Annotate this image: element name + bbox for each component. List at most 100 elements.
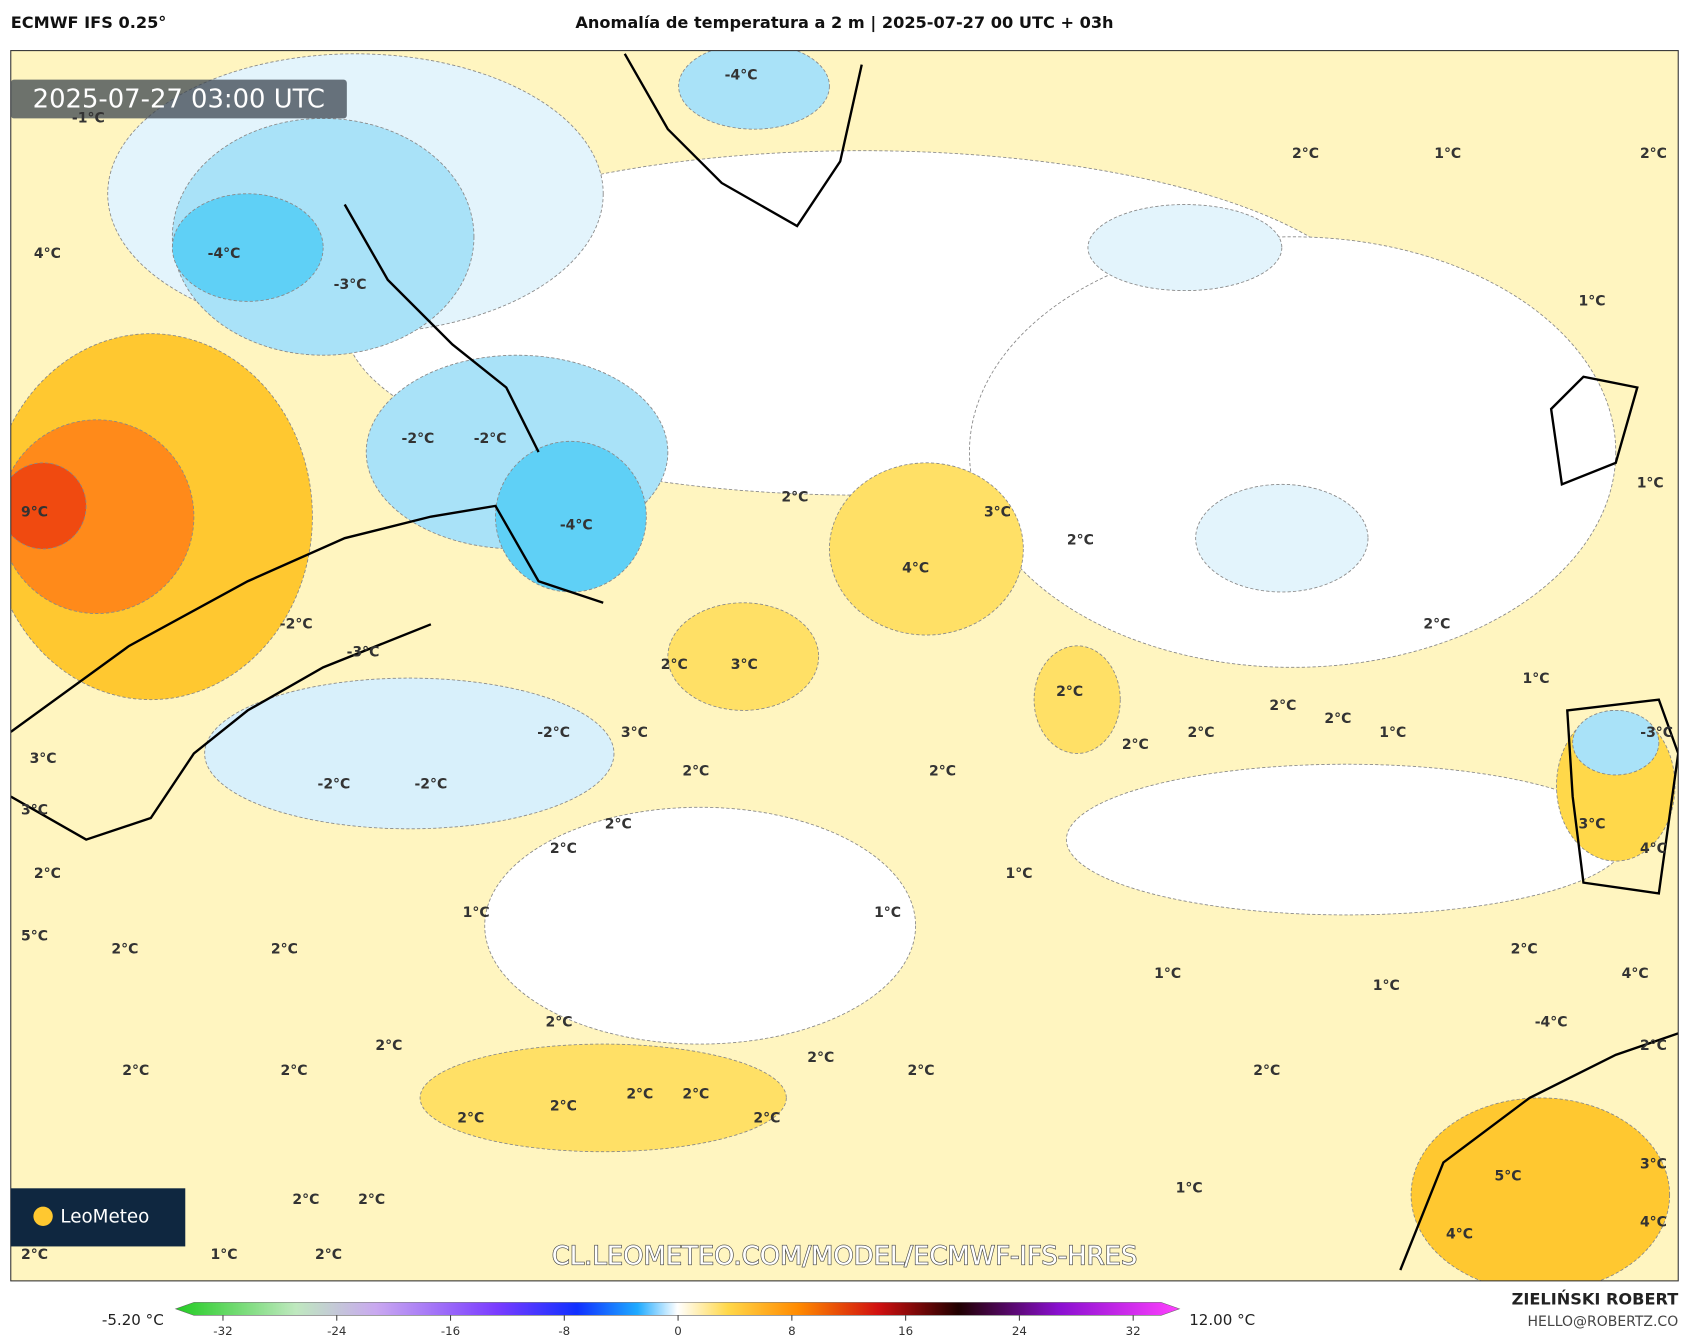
map-label: 3°C [1579,816,1606,832]
map-label: 2°C [1423,616,1450,632]
colorbar [174,1302,1181,1316]
map-label: 2°C [34,866,61,882]
map-label: 3°C [30,751,57,767]
colorbar-tick-label: -16 [441,1324,460,1338]
map-label: 2°C [682,1087,709,1103]
map-label: 2°C [315,1247,342,1263]
map-label: 2°C [111,941,138,957]
map-label: 2°C [1253,1063,1280,1079]
map-label: 1°C [1154,966,1181,982]
map-label: 1°C [1637,475,1664,491]
colorbar-min: -5.20 °C [102,1311,164,1329]
map-label: -2°C [414,777,447,793]
map-label: 2°C [929,764,956,780]
map-label: 2°C [550,841,577,857]
map-label: 4°C [1446,1227,1473,1243]
map-label: 2°C [358,1192,385,1208]
map-label: 2°C [1324,711,1351,727]
map-label: 4°C [34,246,61,262]
map-labels: -1°C -4°C 4°C -4°C -3°C 2°C 1°C 2°C 1°C -2°C -2°C 9… [21,67,1673,1263]
author: ZIELIŃSKI ROBERT [1512,1290,1679,1309]
map-label: 2°C [1269,698,1296,714]
map-label: 2°C [122,1063,149,1079]
map-label: 1°C [1373,978,1400,994]
map-label: -2°C [318,777,351,793]
colorbar-tick-label: -24 [327,1324,346,1338]
map-label: 2°C [781,489,808,505]
map-label: 2°C [292,1192,319,1208]
colorbar-ticks: -32 -24 -16 -8 0 8 16 24 32 [213,1315,1141,1338]
map-label: 3°C [731,657,758,673]
map-label: 2°C [1292,146,1319,162]
map-label: 2°C [21,1247,48,1263]
map-label: 1°C [874,905,901,921]
colorbar-tick-label: -32 [213,1324,232,1338]
map-frame [10,50,1679,1282]
map-label: 3°C [621,725,648,741]
map-label: 3°C [1640,1157,1667,1173]
map-label: -1°C [72,110,105,126]
map-label: 2°C [626,1087,653,1103]
logo-sun [33,1206,53,1226]
url: CL.LEOMETEO.COM/MODEL/ECMWF-IFS-HRES [552,1242,1138,1272]
logo: LeoMeteo [60,1206,149,1227]
colorbar-tick-label: -8 [558,1324,570,1338]
map-label: -2°C [474,431,507,447]
map-label: -2°C [402,431,435,447]
map-label: 2°C [457,1110,484,1126]
colorbar-tick-label: 24 [1012,1324,1027,1338]
email: HELLO@ROBERTZ.CO [1528,1314,1679,1330]
map-label: 1°C [1176,1180,1203,1196]
map-title: Anomalía de temperatura a 2 m | 2025-07-… [575,13,1113,33]
map-label: 1°C [463,905,490,921]
map-label: 2°C [753,1110,780,1126]
map-label: 2°C [1067,532,1094,548]
map-label: 5°C [1495,1168,1522,1184]
colorbar-tick-label: 8 [788,1324,796,1338]
map-label: -3°C [347,644,380,660]
map-label: 2°C [807,1050,834,1066]
map-label: 2°C [1511,941,1538,957]
map-label: 2°C [375,1038,402,1054]
map-label: 2°C [605,816,632,832]
map-label: -4°C [1535,1015,1568,1031]
map-label: 4°C [1640,841,1667,857]
map-label: -3°C [1640,725,1673,741]
colorbar-tick-label: 16 [898,1324,913,1338]
map-label: 2°C [907,1063,934,1079]
map-label: 4°C [902,560,929,576]
map-label: 1°C [211,1247,238,1263]
map-label: 3°C [21,803,48,819]
map-label: 2°C [1640,146,1667,162]
timestamp-box [10,79,347,119]
map-label: 2°C [550,1099,577,1115]
map-label: 1°C [1579,293,1606,309]
map-label: -4°C [560,517,593,533]
map-label: 5°C [21,928,48,944]
map-label: -2°C [537,725,570,741]
timestamp: 2025-07-27 03:00 UTC [33,85,325,115]
map-label: 3°C [984,504,1011,520]
map-label: 2°C [1056,684,1083,700]
map-label: 2°C [546,1015,573,1031]
map-label: -4°C [725,67,758,83]
colorbar-tick-label: 32 [1126,1324,1141,1338]
map-label: 2°C [1188,725,1215,741]
map-label: 2°C [271,941,298,957]
map-label: 2°C [1122,737,1149,753]
map-label: 9°C [21,504,48,520]
map-label: 1°C [1523,671,1550,687]
coastlines [10,53,1679,1271]
map-label: -3°C [334,277,367,293]
map-label: 1°C [1434,146,1461,162]
map [10,50,1679,1281]
model-name: ECMWF IFS 0.25° [11,13,167,32]
map-label: 1°C [1379,725,1406,741]
map-label: 4°C [1640,1215,1667,1231]
map-label: 2°C [682,764,709,780]
map-label: 1°C [1005,866,1032,882]
map-label: 2°C [1640,1038,1667,1054]
colorbar-max: 12.00 °C [1189,1311,1255,1329]
